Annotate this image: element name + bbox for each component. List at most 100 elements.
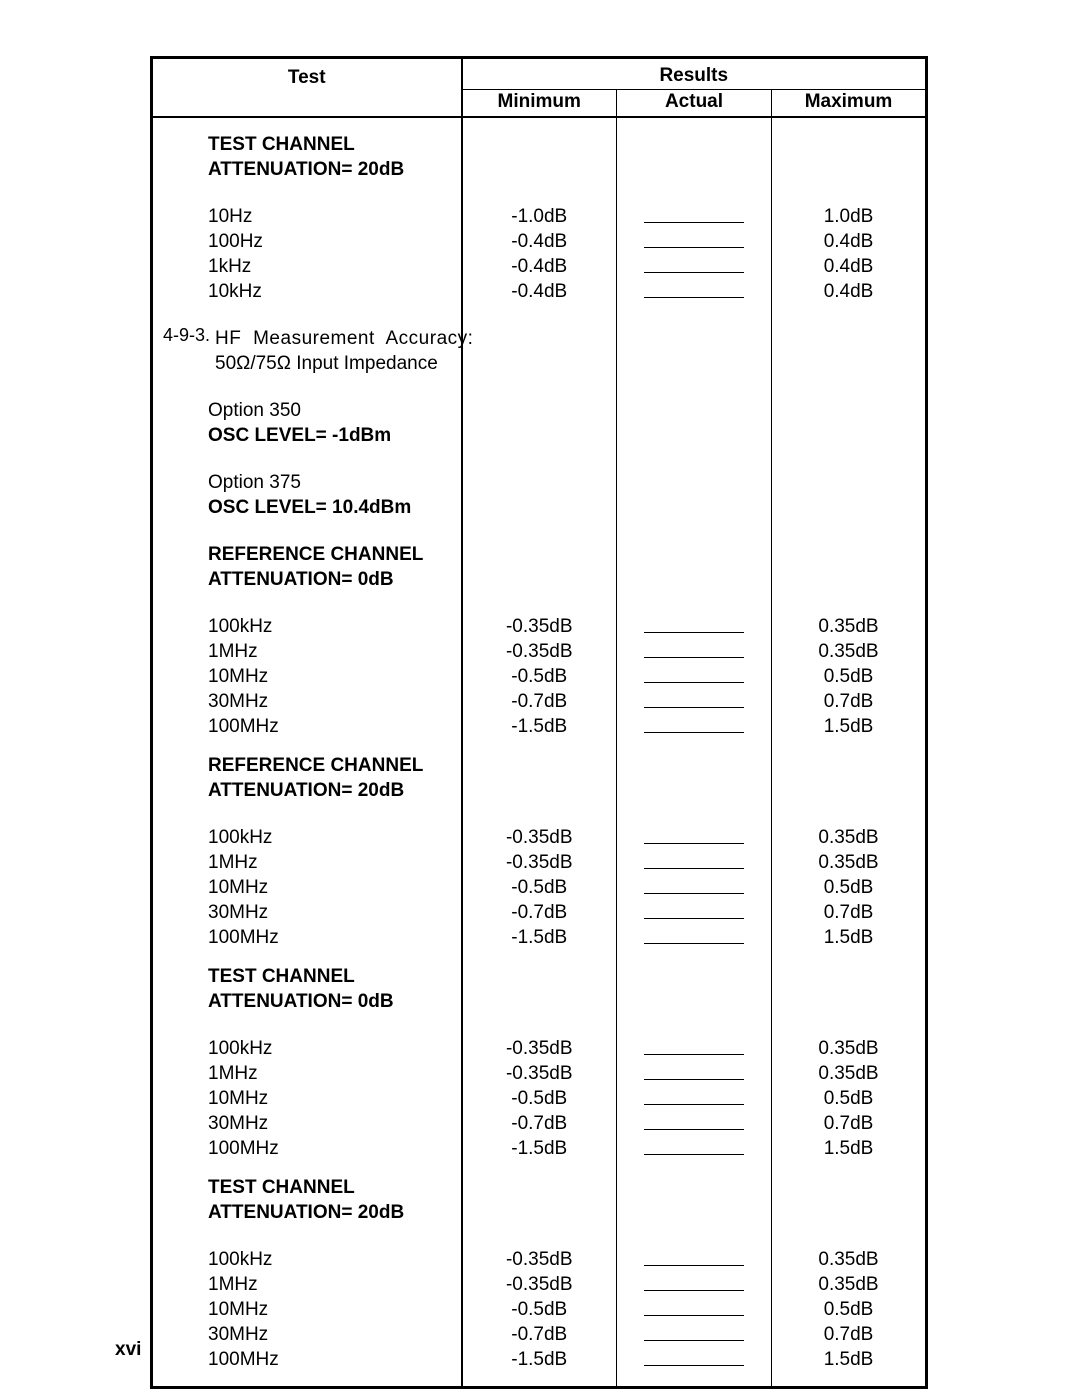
header-maximum: Maximum bbox=[772, 90, 927, 118]
actual-blank[interactable] bbox=[617, 254, 771, 279]
actual-blank[interactable] bbox=[617, 1322, 771, 1347]
max-value: 0.35dB bbox=[772, 850, 925, 875]
section-title: HF Measurement Accuracy: bbox=[215, 326, 473, 351]
actual-blank[interactable] bbox=[617, 279, 771, 304]
actual-blank[interactable] bbox=[617, 875, 771, 900]
page-number: xvi bbox=[115, 1339, 141, 1361]
section-heading: ATTENUATION= 0dB bbox=[208, 567, 461, 592]
header-minimum: Minimum bbox=[462, 90, 617, 118]
option-value: OSC LEVEL= -1dBm bbox=[208, 423, 461, 448]
freq-label: 30MHz bbox=[208, 900, 461, 925]
freq-label: 100kHz bbox=[208, 614, 461, 639]
max-value: 0.35dB bbox=[772, 1061, 925, 1086]
max-value: 0.7dB bbox=[772, 689, 925, 714]
max-value: 0.5dB bbox=[772, 664, 925, 689]
max-value: 0.4dB bbox=[772, 279, 925, 304]
actual-blank[interactable] bbox=[617, 204, 771, 229]
actual-blank[interactable] bbox=[617, 925, 771, 950]
min-value: -0.7dB bbox=[463, 689, 617, 714]
freq-label: 10MHz bbox=[208, 664, 461, 689]
test-column: TEST CHANNEL ATTENUATION= 20dB 10Hz 100H… bbox=[152, 117, 462, 1388]
minimum-column: -1.0dB -0.4dB -0.4dB -0.4dB -0.35dB -0.3… bbox=[462, 117, 617, 1388]
actual-blank[interactable] bbox=[617, 1347, 771, 1372]
max-value: 1.5dB bbox=[772, 1347, 925, 1372]
max-value: 1.5dB bbox=[772, 714, 925, 739]
section-heading: ATTENUATION= 20dB bbox=[208, 1200, 461, 1225]
actual-blank[interactable] bbox=[617, 229, 771, 254]
header-results: Results bbox=[462, 58, 927, 90]
actual-blank[interactable] bbox=[617, 639, 771, 664]
freq-label: 1MHz bbox=[208, 1061, 461, 1086]
actual-blank[interactable] bbox=[617, 1136, 771, 1161]
actual-blank[interactable] bbox=[617, 850, 771, 875]
freq-label: 1kHz bbox=[208, 254, 461, 279]
min-value: -0.5dB bbox=[463, 664, 617, 689]
section-heading: REFERENCE CHANNEL bbox=[208, 542, 461, 567]
min-value: -0.4dB bbox=[463, 229, 617, 254]
max-value: 0.5dB bbox=[772, 875, 925, 900]
actual-blank[interactable] bbox=[617, 1111, 771, 1136]
min-value: -0.7dB bbox=[463, 1111, 617, 1136]
freq-label: 10MHz bbox=[208, 875, 461, 900]
actual-column bbox=[617, 117, 772, 1388]
freq-label: 30MHz bbox=[208, 689, 461, 714]
min-value: -1.0dB bbox=[463, 204, 617, 229]
freq-label: 100kHz bbox=[208, 825, 461, 850]
actual-blank[interactable] bbox=[617, 1297, 771, 1322]
max-value: 0.35dB bbox=[772, 825, 925, 850]
section-heading: TEST CHANNEL bbox=[208, 964, 461, 989]
actual-blank[interactable] bbox=[617, 714, 771, 739]
min-value: -0.7dB bbox=[463, 1322, 617, 1347]
min-value: -0.5dB bbox=[463, 1297, 617, 1322]
header-actual: Actual bbox=[617, 90, 772, 118]
actual-blank[interactable] bbox=[617, 1272, 771, 1297]
section-subtitle: 50Ω/75Ω Input Impedance bbox=[215, 351, 473, 376]
min-value: -0.35dB bbox=[463, 639, 617, 664]
max-value: 1.0dB bbox=[772, 204, 925, 229]
min-value: -1.5dB bbox=[463, 1347, 617, 1372]
min-value: -1.5dB bbox=[463, 925, 617, 950]
actual-blank[interactable] bbox=[617, 825, 771, 850]
min-value: -0.35dB bbox=[463, 1247, 617, 1272]
section-heading: ATTENUATION= 20dB bbox=[208, 157, 461, 182]
min-value: -1.5dB bbox=[463, 1136, 617, 1161]
max-value: 0.35dB bbox=[772, 1247, 925, 1272]
max-value: 0.7dB bbox=[772, 1111, 925, 1136]
freq-label: 1MHz bbox=[208, 850, 461, 875]
actual-blank[interactable] bbox=[617, 614, 771, 639]
max-value: 0.4dB bbox=[772, 254, 925, 279]
freq-label: 1MHz bbox=[208, 1272, 461, 1297]
page: Test Results Minimum Actual Maximum TEST… bbox=[0, 0, 1080, 1397]
actual-blank[interactable] bbox=[617, 1036, 771, 1061]
section-heading: ATTENUATION= 20dB bbox=[208, 778, 461, 803]
min-value: -0.4dB bbox=[463, 279, 617, 304]
min-value: -0.35dB bbox=[463, 1061, 617, 1086]
actual-blank[interactable] bbox=[617, 1247, 771, 1272]
freq-label: 1MHz bbox=[208, 639, 461, 664]
min-value: -0.4dB bbox=[463, 254, 617, 279]
actual-blank[interactable] bbox=[617, 900, 771, 925]
section-number: 4-9-3. bbox=[163, 326, 215, 376]
actual-blank[interactable] bbox=[617, 689, 771, 714]
min-value: -0.5dB bbox=[463, 1086, 617, 1111]
actual-blank[interactable] bbox=[617, 664, 771, 689]
freq-label: 10Hz bbox=[208, 204, 461, 229]
actual-blank[interactable] bbox=[617, 1086, 771, 1111]
freq-label: 100kHz bbox=[208, 1247, 461, 1272]
min-value: -0.5dB bbox=[463, 875, 617, 900]
option-label: Option 350 bbox=[208, 398, 461, 423]
freq-label: 100kHz bbox=[208, 1036, 461, 1061]
min-value: -0.7dB bbox=[463, 900, 617, 925]
freq-label: 100MHz bbox=[208, 714, 461, 739]
max-value: 0.5dB bbox=[772, 1086, 925, 1111]
max-value: 0.5dB bbox=[772, 1297, 925, 1322]
section-heading: TEST CHANNEL bbox=[208, 1175, 461, 1200]
freq-label: 100MHz bbox=[208, 1347, 461, 1372]
max-value: 0.35dB bbox=[772, 614, 925, 639]
max-value: 0.35dB bbox=[772, 639, 925, 664]
min-value: -0.35dB bbox=[463, 825, 617, 850]
header-test: Test bbox=[152, 58, 462, 118]
freq-label: 10MHz bbox=[208, 1086, 461, 1111]
actual-blank[interactable] bbox=[617, 1061, 771, 1086]
freq-label: 10MHz bbox=[208, 1297, 461, 1322]
